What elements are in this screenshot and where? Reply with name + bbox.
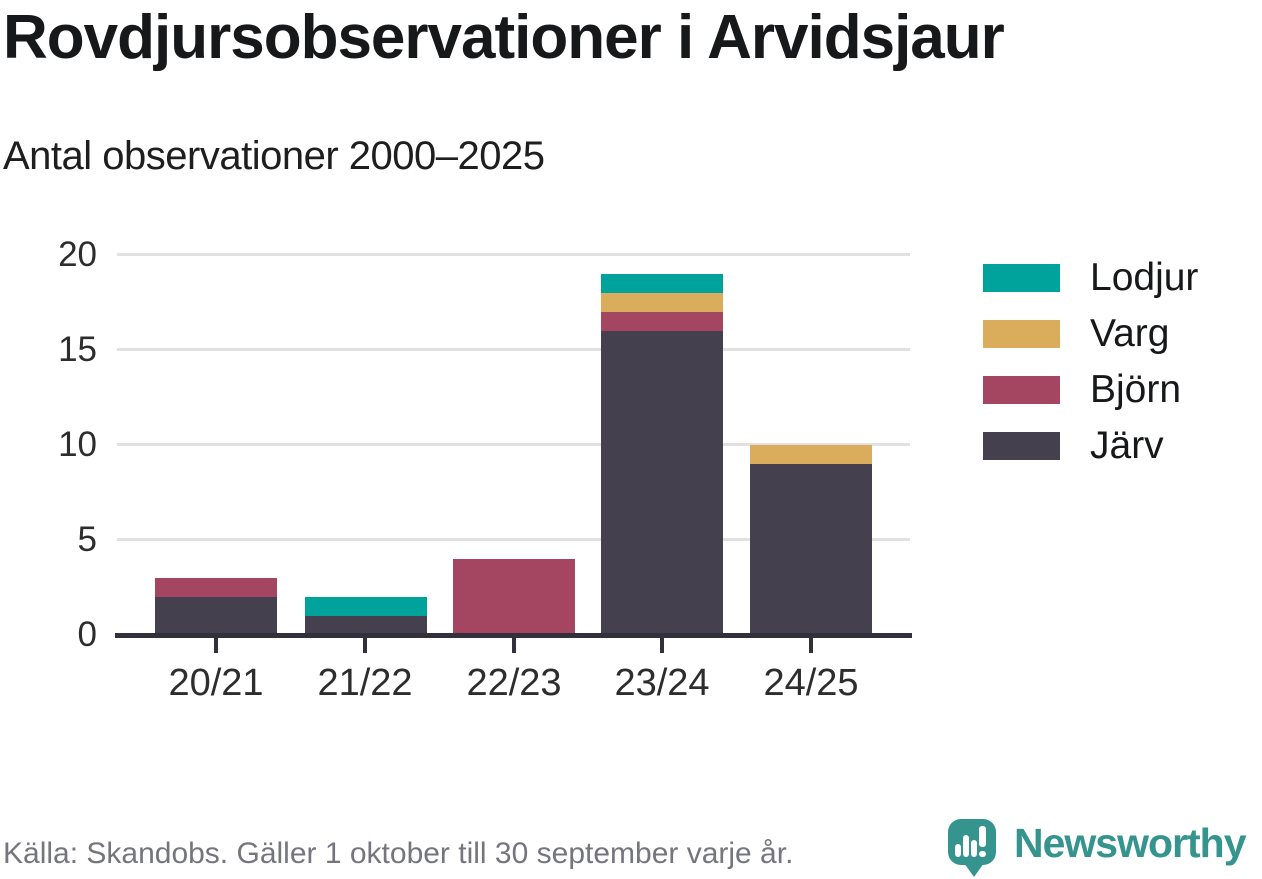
x-axis-line <box>115 633 912 638</box>
bar-24/25-varg <box>750 445 872 464</box>
legend-label: Järv <box>1090 424 1164 467</box>
y-axis-tick-label: 5 <box>77 520 97 559</box>
source-note: Källa: Skandobs. Gäller 1 oktober till 3… <box>3 837 794 870</box>
bar-22/23-björn <box>453 559 575 635</box>
bar-23/24-björn <box>601 312 723 331</box>
logo-chart-bar-3 <box>971 840 977 857</box>
legend-label: Varg <box>1090 312 1170 355</box>
newsworthy-bubble-icon <box>948 819 996 865</box>
bar-23/24-varg <box>601 293 723 312</box>
y-axis-tick-label: 15 <box>58 330 97 369</box>
bar-24/25-järv <box>750 464 872 635</box>
legend-label: Lodjur <box>1090 256 1199 299</box>
legend-swatch-lodjur <box>983 264 1060 292</box>
legend-item-järv: Järv <box>983 424 1164 467</box>
y-axis-tick-label: 10 <box>58 425 97 464</box>
logo-exclamation-stem-icon <box>979 826 986 847</box>
x-axis-tick-label: 23/24 <box>614 662 710 704</box>
x-axis-tick-label: 24/25 <box>763 662 859 704</box>
bar-20/21-björn <box>155 578 277 597</box>
legend-swatch-varg <box>983 320 1060 348</box>
legend-swatch-järv <box>983 432 1060 460</box>
legend-item-lodjur: Lodjur <box>983 256 1198 299</box>
gridline-y-10 <box>117 443 910 446</box>
legend-swatch-björn <box>983 376 1060 404</box>
x-axis-tick <box>214 638 218 653</box>
legend-label: Björn <box>1090 368 1182 411</box>
x-axis-tick <box>363 638 367 653</box>
y-axis-tick-label: 20 <box>58 235 97 274</box>
bar-23/24-järv <box>601 331 723 635</box>
x-axis-tick <box>809 638 813 653</box>
logo-chart-bar-1 <box>955 844 961 857</box>
legend-item-varg: Varg <box>983 312 1170 355</box>
chart-title: Rovdjursobservationer i Arvidsjaur <box>3 3 1005 72</box>
bar-21/22-järv <box>305 616 427 635</box>
logo-exclamation-dot-icon <box>979 851 986 857</box>
bar-21/22-lodjur <box>305 597 427 616</box>
gridline-y-20 <box>117 253 910 256</box>
gridline-y-5 <box>117 538 910 541</box>
gridline-y-15 <box>117 348 910 351</box>
newsworthy-logo: Newsworthy <box>948 819 1260 879</box>
x-axis-tick-label: 22/23 <box>466 662 562 704</box>
bar-20/21-järv <box>155 597 277 635</box>
brand-wordmark: Newsworthy <box>1014 820 1246 866</box>
legend-item-björn: Björn <box>983 368 1181 411</box>
bar-23/24-lodjur <box>601 274 723 293</box>
chart-subtitle: Antal observationer 2000–2025 <box>3 134 545 178</box>
y-axis-tick-label: 0 <box>77 615 97 654</box>
x-axis-tick <box>660 638 664 653</box>
x-axis-tick <box>512 638 516 653</box>
x-axis-tick-label: 20/21 <box>168 662 264 704</box>
logo-chart-bar-2 <box>963 835 969 857</box>
newsworthy-bubble-tail-icon <box>964 863 984 877</box>
x-axis-tick-label: 21/22 <box>317 662 413 704</box>
